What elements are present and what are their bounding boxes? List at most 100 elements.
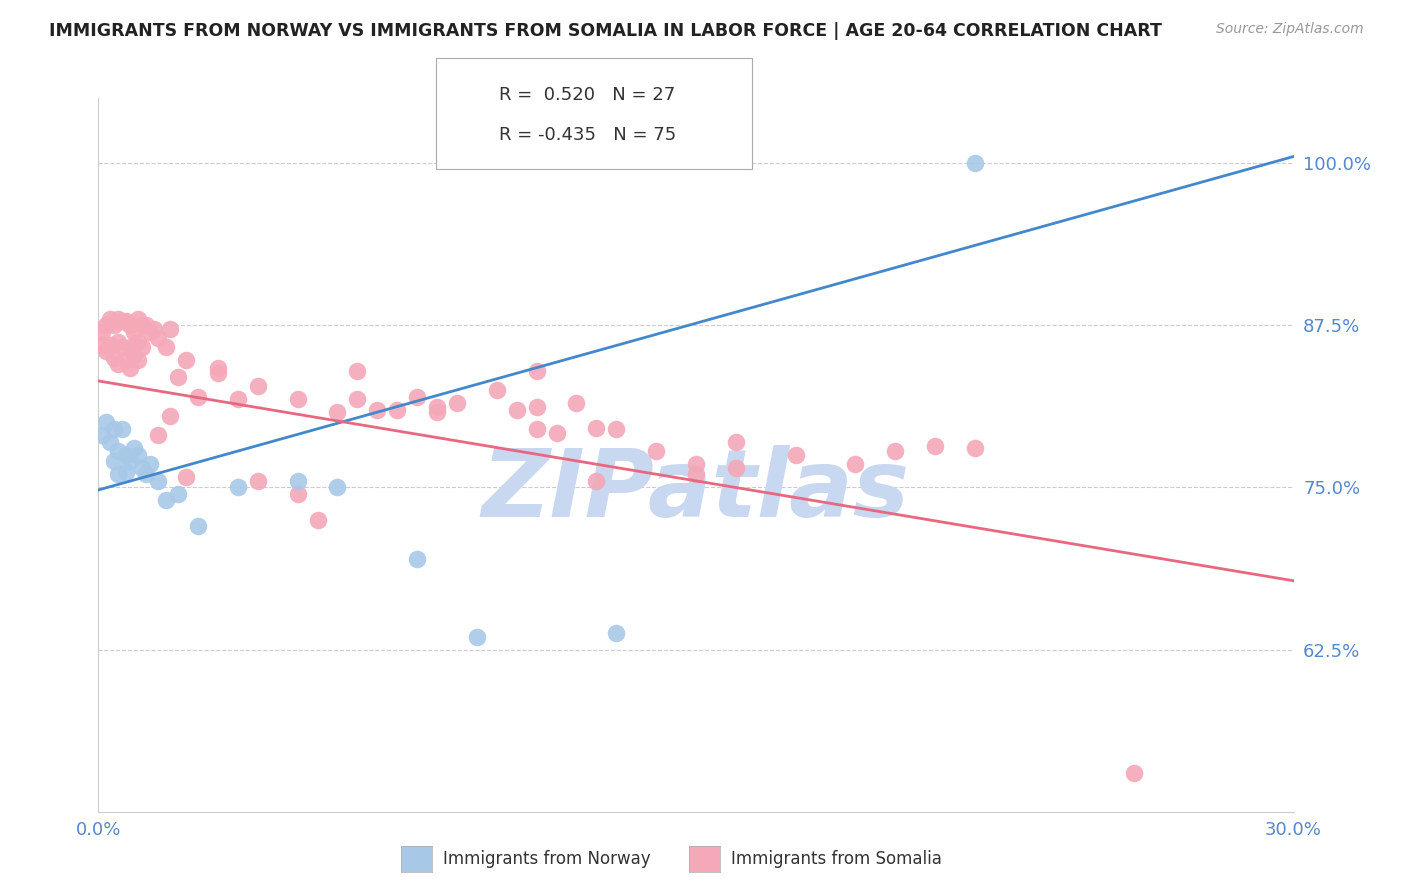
Point <box>103 454 125 468</box>
Point <box>287 487 309 501</box>
Point <box>645 444 668 458</box>
Text: R =  0.520   N = 27: R = 0.520 N = 27 <box>499 86 675 103</box>
Point <box>884 444 907 458</box>
Point <box>96 344 118 359</box>
Point <box>115 353 138 368</box>
Point <box>526 400 548 414</box>
Point <box>174 470 197 484</box>
Point <box>127 334 149 349</box>
Point <box>103 318 125 333</box>
Point <box>111 314 134 328</box>
Point <box>287 392 309 406</box>
Point <box>91 337 114 351</box>
Point <box>426 400 449 414</box>
Point <box>585 420 607 434</box>
Point <box>103 422 125 436</box>
Point <box>148 428 170 442</box>
Point <box>287 474 309 488</box>
Point <box>307 513 329 527</box>
Text: Immigrants from Norway: Immigrants from Norway <box>443 850 651 868</box>
Point <box>148 331 170 345</box>
Point <box>585 474 607 488</box>
Point <box>167 370 190 384</box>
Point <box>924 439 946 453</box>
Point <box>107 334 129 349</box>
Point <box>139 325 162 339</box>
Point <box>148 474 170 488</box>
Point <box>1123 765 1146 780</box>
Point <box>103 351 125 365</box>
Point <box>131 318 153 333</box>
Point <box>485 383 508 397</box>
Point <box>124 325 146 339</box>
Point <box>127 448 149 462</box>
Point <box>91 428 114 442</box>
Point <box>124 442 146 456</box>
Point <box>446 396 468 410</box>
Point <box>565 396 588 410</box>
Point <box>155 340 177 354</box>
Text: IMMIGRANTS FROM NORWAY VS IMMIGRANTS FROM SOMALIA IN LABOR FORCE | AGE 20-64 COR: IMMIGRANTS FROM NORWAY VS IMMIGRANTS FRO… <box>49 22 1163 40</box>
Point <box>107 357 129 371</box>
Point <box>127 311 149 326</box>
Point <box>207 366 229 380</box>
Point <box>326 480 349 494</box>
Point <box>107 467 129 482</box>
Point <box>187 390 209 404</box>
Point <box>120 340 142 354</box>
Point <box>131 461 153 475</box>
Point <box>246 474 269 488</box>
Point <box>207 361 229 376</box>
Point <box>605 625 627 640</box>
Text: ZIPatlas: ZIPatlas <box>482 444 910 537</box>
Point <box>406 390 429 404</box>
Point <box>143 322 166 336</box>
Point <box>346 363 368 377</box>
Point <box>844 457 866 471</box>
Point <box>120 454 142 468</box>
Point <box>963 156 986 170</box>
Point <box>131 340 153 354</box>
Point <box>385 402 409 417</box>
Point <box>135 318 157 333</box>
Point <box>155 493 177 508</box>
Text: R = -0.435   N = 75: R = -0.435 N = 75 <box>499 126 676 144</box>
Point <box>107 311 129 326</box>
Point <box>187 519 209 533</box>
Point <box>366 402 388 417</box>
Point <box>120 361 142 376</box>
Point <box>174 353 197 368</box>
Point <box>91 325 114 339</box>
Point <box>526 422 548 436</box>
Point <box>246 379 269 393</box>
Point <box>605 422 627 436</box>
Point <box>724 434 747 449</box>
Point <box>135 467 157 482</box>
Point <box>120 318 142 333</box>
Text: Immigrants from Somalia: Immigrants from Somalia <box>731 850 942 868</box>
Point <box>115 314 138 328</box>
Point <box>526 363 548 377</box>
Point <box>546 425 568 440</box>
Point <box>111 340 134 354</box>
Point <box>406 551 429 566</box>
Point <box>98 311 122 326</box>
Point <box>226 392 249 406</box>
Point <box>98 337 122 351</box>
Text: Source: ZipAtlas.com: Source: ZipAtlas.com <box>1216 22 1364 37</box>
Point <box>326 405 349 419</box>
Point <box>115 465 138 479</box>
Point <box>426 405 449 419</box>
Point <box>124 348 146 362</box>
Point <box>96 416 118 430</box>
Point <box>115 448 138 462</box>
Point <box>111 422 134 436</box>
Point <box>107 444 129 458</box>
Point <box>139 457 162 471</box>
Point <box>127 353 149 368</box>
Point <box>346 392 368 406</box>
Point <box>167 487 190 501</box>
Point <box>226 480 249 494</box>
Point <box>685 467 707 482</box>
Point <box>159 409 181 423</box>
